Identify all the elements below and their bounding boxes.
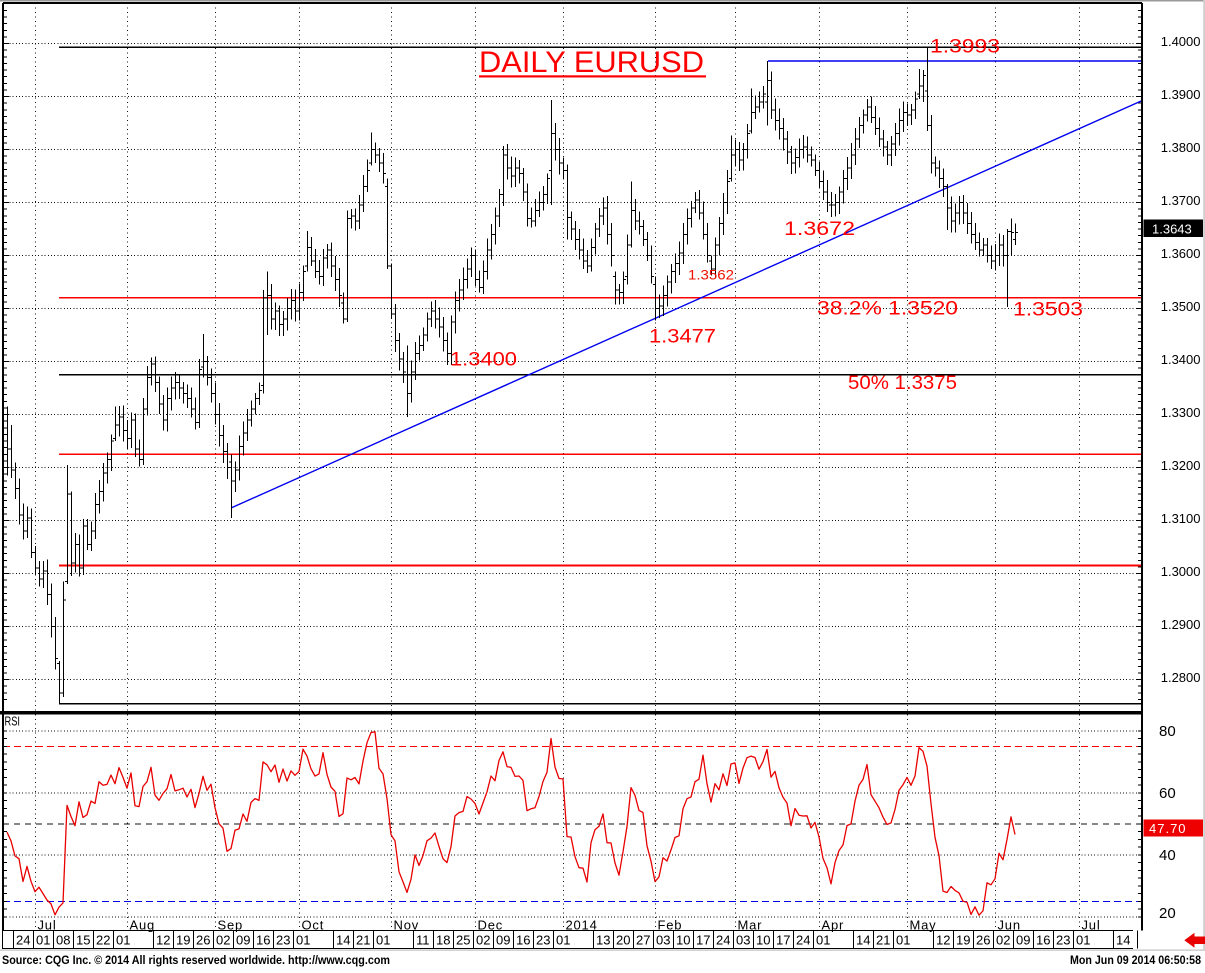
svg-text:15: 15 — [76, 933, 90, 948]
svg-text:21: 21 — [876, 933, 890, 948]
svg-text:Mon Jun 09 2014 06:50:58: Mon Jun 09 2014 06:50:58 — [1070, 953, 1201, 967]
svg-text:17: 17 — [776, 933, 790, 948]
svg-text:03: 03 — [656, 933, 670, 948]
svg-text:01: 01 — [376, 933, 390, 948]
svg-text:1.3400: 1.3400 — [1161, 352, 1201, 367]
svg-text:01: 01 — [36, 933, 50, 948]
svg-text:02: 02 — [216, 933, 230, 948]
svg-text:1.3993: 1.3993 — [930, 37, 1000, 58]
svg-text:17: 17 — [696, 933, 710, 948]
svg-text:26: 26 — [196, 933, 210, 948]
svg-text:11: 11 — [416, 933, 430, 948]
svg-text:02: 02 — [996, 933, 1010, 948]
svg-text:Feb: Feb — [658, 918, 683, 933]
svg-text:09: 09 — [496, 933, 510, 948]
svg-text:Oct: Oct — [302, 918, 325, 933]
svg-text:Aug: Aug — [130, 918, 156, 933]
svg-text:40: 40 — [1159, 847, 1176, 864]
svg-text:80: 80 — [1159, 723, 1176, 740]
svg-text:01: 01 — [816, 933, 830, 948]
svg-text:1.2900: 1.2900 — [1161, 617, 1201, 632]
svg-text:1.3562: 1.3562 — [688, 267, 734, 283]
svg-text:Jul: Jul — [1082, 918, 1101, 933]
svg-text:01: 01 — [556, 933, 570, 948]
svg-text:01: 01 — [896, 933, 910, 948]
svg-text:1.3500: 1.3500 — [1161, 299, 1201, 314]
svg-text:18: 18 — [436, 933, 450, 948]
svg-text:Jun: Jun — [998, 918, 1021, 933]
svg-text:1.3000: 1.3000 — [1161, 564, 1201, 579]
svg-text:14: 14 — [1116, 933, 1130, 948]
svg-text:May: May — [910, 918, 937, 933]
svg-text:16: 16 — [516, 933, 530, 948]
svg-text:16: 16 — [1036, 933, 1050, 948]
svg-text:1.3600: 1.3600 — [1161, 246, 1201, 261]
svg-text:Jul: Jul — [38, 918, 57, 933]
svg-text:12: 12 — [936, 933, 950, 948]
svg-text:20: 20 — [1159, 905, 1176, 922]
svg-text:50% 1.3375: 50% 1.3375 — [848, 373, 957, 394]
svg-text:Sep: Sep — [218, 918, 244, 933]
svg-text:01: 01 — [1076, 933, 1090, 948]
svg-text:1.3477: 1.3477 — [649, 327, 716, 348]
svg-text:60: 60 — [1159, 785, 1176, 802]
svg-text:27: 27 — [636, 933, 650, 948]
svg-text:16: 16 — [256, 933, 270, 948]
svg-text:47.70: 47.70 — [1149, 821, 1187, 836]
svg-text:19: 19 — [176, 933, 190, 948]
svg-text:Apr: Apr — [822, 918, 845, 933]
svg-text:02: 02 — [476, 933, 490, 948]
svg-text:20: 20 — [616, 933, 630, 948]
svg-text:1.2800: 1.2800 — [1161, 670, 1201, 685]
svg-text:21: 21 — [356, 933, 370, 948]
svg-text:1.4000: 1.4000 — [1161, 34, 1201, 49]
svg-text:09: 09 — [236, 933, 250, 948]
svg-text:DAILY EURUSD: DAILY EURUSD — [479, 46, 704, 79]
svg-text:1.3100: 1.3100 — [1161, 511, 1201, 526]
svg-text:Dec: Dec — [478, 918, 504, 933]
svg-text:23: 23 — [1056, 933, 1070, 948]
svg-text:24: 24 — [796, 933, 810, 948]
svg-text:1.3200: 1.3200 — [1161, 458, 1201, 473]
svg-text:24: 24 — [16, 933, 30, 948]
svg-text:14: 14 — [336, 933, 350, 948]
svg-text:03: 03 — [736, 933, 750, 948]
svg-text:08: 08 — [56, 933, 70, 948]
svg-text:2014: 2014 — [566, 918, 598, 933]
svg-text:1.3643: 1.3643 — [1152, 222, 1192, 237]
svg-text:Nov: Nov — [394, 918, 420, 933]
svg-text:Mar: Mar — [738, 918, 763, 933]
svg-text:RSI: RSI — [5, 714, 21, 729]
svg-text:23: 23 — [276, 933, 290, 948]
svg-text:38.2% 1.3520: 38.2% 1.3520 — [817, 299, 958, 320]
svg-text:01: 01 — [296, 933, 310, 948]
svg-text:1.3800: 1.3800 — [1161, 140, 1201, 155]
svg-text:12: 12 — [156, 933, 170, 948]
svg-text:23: 23 — [536, 933, 550, 948]
svg-text:09: 09 — [1016, 933, 1030, 948]
svg-text:19: 19 — [956, 933, 970, 948]
svg-text:13: 13 — [596, 933, 610, 948]
svg-text:1.3672: 1.3672 — [784, 219, 855, 240]
svg-text:22: 22 — [96, 933, 110, 948]
svg-text:1.3700: 1.3700 — [1161, 193, 1201, 208]
svg-text:1.3503: 1.3503 — [1013, 300, 1083, 321]
svg-text:25: 25 — [456, 933, 470, 948]
svg-text:Source: CQG Inc. © 2014 All ri: Source: CQG Inc. © 2014 All rights reser… — [2, 953, 390, 967]
svg-text:26: 26 — [976, 933, 990, 948]
svg-text:1.3300: 1.3300 — [1161, 405, 1201, 420]
svg-text:24: 24 — [716, 933, 730, 948]
svg-text:10: 10 — [756, 933, 770, 948]
svg-text:1.3900: 1.3900 — [1161, 87, 1201, 102]
svg-text:1.3400: 1.3400 — [450, 350, 517, 371]
svg-text:10: 10 — [676, 933, 690, 948]
svg-text:01: 01 — [116, 933, 130, 948]
svg-text:14: 14 — [856, 933, 870, 948]
